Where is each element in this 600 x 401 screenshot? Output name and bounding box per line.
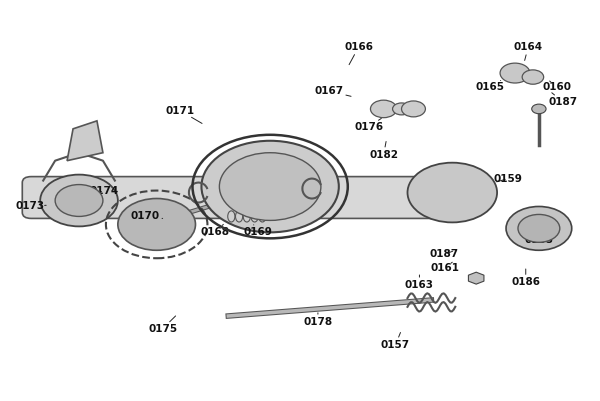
FancyBboxPatch shape [22,176,470,219]
Text: 0160: 0160 [542,81,571,92]
Text: 0186: 0186 [511,269,540,287]
Circle shape [202,141,339,232]
Text: 0187: 0187 [430,249,459,259]
Text: 0161: 0161 [430,262,459,273]
Text: 0155: 0155 [524,232,553,245]
Text: 0168: 0168 [200,224,230,237]
Circle shape [500,63,530,83]
Circle shape [118,198,196,250]
Ellipse shape [251,211,258,222]
Text: 0182: 0182 [369,142,398,160]
Circle shape [40,174,118,227]
Ellipse shape [235,211,242,222]
Text: 0170: 0170 [130,211,163,221]
Text: 0164: 0164 [514,42,543,61]
Text: 0175: 0175 [148,316,177,334]
Text: 0167: 0167 [314,86,351,96]
Text: 0178: 0178 [304,313,332,327]
Ellipse shape [243,211,250,222]
Ellipse shape [228,211,235,222]
Text: 0163: 0163 [405,275,434,290]
Text: 0157: 0157 [381,332,410,350]
Circle shape [407,163,497,223]
Text: 0173: 0173 [16,201,46,211]
Text: 0165: 0165 [475,81,505,92]
Text: 0159: 0159 [493,174,522,184]
Circle shape [518,215,560,242]
Text: 0187: 0187 [548,93,577,107]
Ellipse shape [259,211,266,222]
Text: 0171: 0171 [166,106,202,124]
Circle shape [220,153,321,221]
Circle shape [506,207,572,250]
Circle shape [522,70,544,84]
Polygon shape [67,121,103,161]
Circle shape [55,184,103,217]
Circle shape [392,103,410,115]
Text: 0174: 0174 [89,186,119,196]
Text: 0166: 0166 [344,42,373,65]
Circle shape [401,101,425,117]
Circle shape [532,104,546,114]
Circle shape [370,100,397,117]
Text: 0169: 0169 [244,225,272,237]
Text: 0176: 0176 [354,118,383,132]
